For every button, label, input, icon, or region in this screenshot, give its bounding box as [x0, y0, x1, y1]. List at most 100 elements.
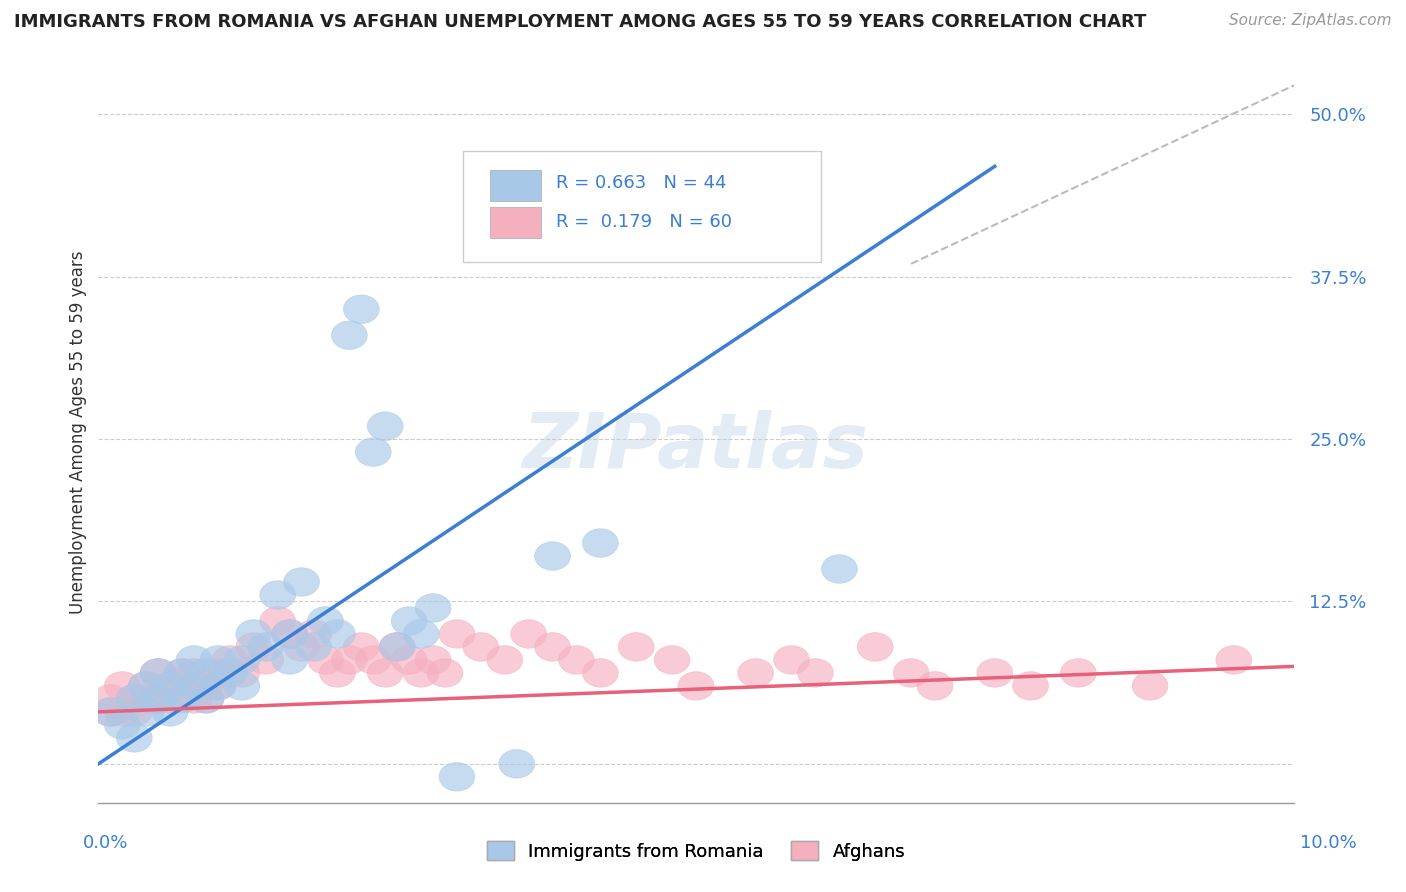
Ellipse shape	[343, 632, 380, 661]
Ellipse shape	[510, 620, 547, 648]
Ellipse shape	[319, 620, 356, 648]
Ellipse shape	[271, 620, 308, 648]
Ellipse shape	[128, 698, 165, 726]
Ellipse shape	[247, 632, 284, 661]
Ellipse shape	[797, 658, 834, 687]
Ellipse shape	[117, 684, 152, 714]
FancyBboxPatch shape	[491, 169, 541, 201]
Ellipse shape	[380, 632, 415, 661]
Ellipse shape	[200, 672, 236, 700]
Ellipse shape	[380, 632, 415, 661]
Ellipse shape	[917, 672, 953, 700]
Ellipse shape	[343, 295, 380, 324]
Ellipse shape	[128, 672, 165, 700]
Ellipse shape	[977, 658, 1012, 687]
Ellipse shape	[236, 620, 271, 648]
Ellipse shape	[141, 658, 176, 687]
Ellipse shape	[295, 632, 332, 661]
Ellipse shape	[308, 607, 343, 635]
Ellipse shape	[367, 412, 404, 441]
Text: 0.0%: 0.0%	[83, 834, 128, 852]
Ellipse shape	[165, 684, 200, 714]
Text: 10.0%: 10.0%	[1301, 834, 1357, 852]
Ellipse shape	[212, 646, 247, 674]
Ellipse shape	[534, 632, 571, 661]
Ellipse shape	[1012, 672, 1049, 700]
Ellipse shape	[582, 529, 619, 558]
Ellipse shape	[773, 646, 810, 674]
Ellipse shape	[319, 658, 356, 687]
Ellipse shape	[128, 684, 165, 714]
Ellipse shape	[176, 658, 212, 687]
Ellipse shape	[176, 684, 212, 714]
Ellipse shape	[200, 658, 236, 687]
Ellipse shape	[534, 541, 571, 570]
Ellipse shape	[152, 698, 188, 726]
Ellipse shape	[188, 684, 224, 714]
Ellipse shape	[284, 632, 319, 661]
Y-axis label: Unemployment Among Ages 55 to 59 years: Unemployment Among Ages 55 to 59 years	[69, 251, 87, 615]
Ellipse shape	[104, 672, 141, 700]
Ellipse shape	[104, 698, 141, 726]
Ellipse shape	[893, 658, 929, 687]
Ellipse shape	[738, 658, 773, 687]
Ellipse shape	[427, 658, 463, 687]
Ellipse shape	[356, 646, 391, 674]
Ellipse shape	[152, 672, 188, 700]
Text: R = 0.663   N = 44: R = 0.663 N = 44	[557, 174, 727, 192]
Ellipse shape	[165, 658, 200, 687]
Ellipse shape	[93, 698, 128, 726]
Ellipse shape	[260, 581, 295, 609]
Ellipse shape	[821, 555, 858, 583]
Ellipse shape	[295, 620, 332, 648]
Ellipse shape	[332, 646, 367, 674]
Ellipse shape	[582, 658, 619, 687]
Ellipse shape	[356, 438, 391, 467]
FancyBboxPatch shape	[463, 152, 821, 262]
Ellipse shape	[93, 684, 128, 714]
Ellipse shape	[415, 594, 451, 623]
Legend: Immigrants from Romania, Afghans: Immigrants from Romania, Afghans	[479, 834, 912, 868]
Ellipse shape	[271, 620, 308, 648]
Ellipse shape	[271, 646, 308, 674]
Ellipse shape	[188, 672, 224, 700]
Ellipse shape	[391, 607, 427, 635]
Ellipse shape	[224, 672, 260, 700]
Ellipse shape	[858, 632, 893, 661]
Ellipse shape	[404, 658, 439, 687]
Ellipse shape	[284, 567, 319, 596]
Ellipse shape	[1060, 658, 1097, 687]
Ellipse shape	[260, 607, 295, 635]
Ellipse shape	[678, 178, 714, 207]
Ellipse shape	[247, 646, 284, 674]
Ellipse shape	[391, 646, 427, 674]
Ellipse shape	[200, 672, 236, 700]
Ellipse shape	[619, 632, 654, 661]
Ellipse shape	[128, 672, 165, 700]
Ellipse shape	[224, 646, 260, 674]
Text: R =  0.179   N = 60: R = 0.179 N = 60	[557, 212, 733, 231]
Ellipse shape	[93, 698, 128, 726]
Ellipse shape	[439, 620, 475, 648]
FancyBboxPatch shape	[491, 207, 541, 238]
Ellipse shape	[212, 658, 247, 687]
Ellipse shape	[308, 646, 343, 674]
Ellipse shape	[152, 684, 188, 714]
Text: IMMIGRANTS FROM ROMANIA VS AFGHAN UNEMPLOYMENT AMONG AGES 55 TO 59 YEARS CORRELA: IMMIGRANTS FROM ROMANIA VS AFGHAN UNEMPL…	[14, 13, 1146, 31]
Ellipse shape	[463, 632, 499, 661]
Ellipse shape	[654, 646, 690, 674]
Ellipse shape	[117, 723, 152, 752]
Ellipse shape	[152, 672, 188, 700]
Ellipse shape	[678, 672, 714, 700]
Ellipse shape	[176, 672, 212, 700]
Ellipse shape	[141, 684, 176, 714]
Ellipse shape	[486, 646, 523, 674]
Ellipse shape	[188, 658, 224, 687]
Ellipse shape	[200, 646, 236, 674]
Ellipse shape	[1216, 646, 1251, 674]
Ellipse shape	[236, 632, 271, 661]
Ellipse shape	[558, 646, 595, 674]
Ellipse shape	[117, 698, 152, 726]
Ellipse shape	[165, 672, 200, 700]
Ellipse shape	[367, 658, 404, 687]
